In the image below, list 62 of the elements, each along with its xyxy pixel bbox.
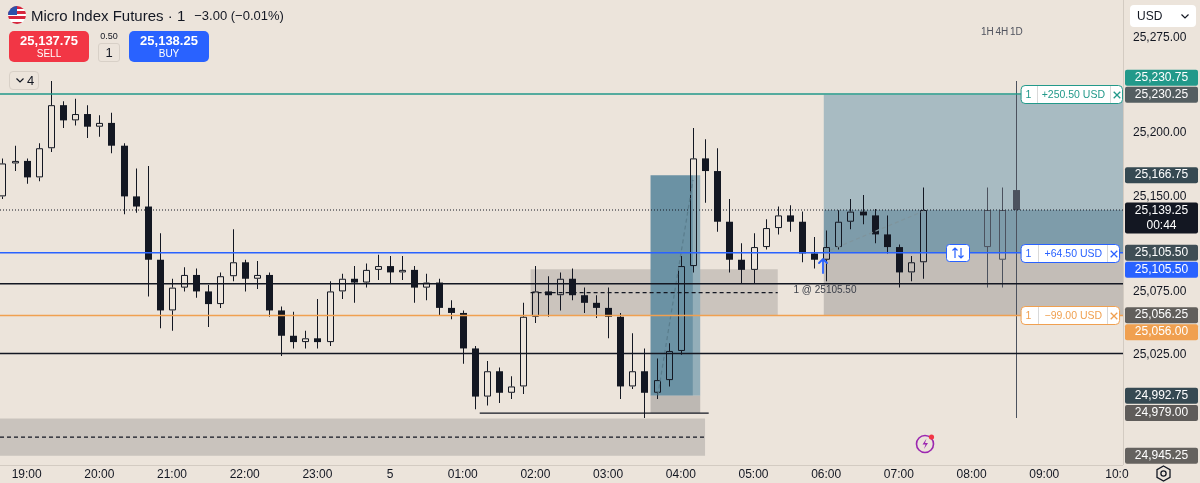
annotation: BUY bbox=[157, 48, 181, 60]
ref-line-label: 25,056.00 bbox=[1134, 324, 1189, 339]
x-tick-label: 21:00 bbox=[157, 466, 188, 481]
annotation: 25,138.25 bbox=[139, 33, 199, 48]
annotation: 1D bbox=[1009, 26, 1023, 38]
candlestick bbox=[96, 115, 103, 137]
annotation: 4 bbox=[27, 73, 35, 88]
ref-line-label: 25,230.75 bbox=[1134, 70, 1189, 85]
candlestick bbox=[763, 219, 770, 250]
y-tick-label: 25,075.00 bbox=[1133, 283, 1187, 298]
y-tick-label: 24,992.75 bbox=[1134, 387, 1189, 402]
annotation: 1 bbox=[1025, 87, 1032, 100]
sell-button: 25,137.75 SELL bbox=[9, 31, 89, 62]
text: −3.00 (−0.01%) bbox=[194, 7, 284, 23]
x-tick-label: 01:00 bbox=[447, 466, 479, 481]
annotation: +64.50 USD bbox=[1044, 246, 1103, 259]
candlestick bbox=[508, 376, 515, 400]
x-tick-label: 03:00 bbox=[593, 466, 624, 481]
y-tick-label: 25,200.00 bbox=[1133, 125, 1187, 140]
annotation: 1 bbox=[1025, 246, 1032, 259]
dropdown-field: USD bbox=[1130, 5, 1196, 27]
candlestick bbox=[48, 81, 55, 153]
annotation: 4H bbox=[995, 26, 1009, 38]
annotation: −99.00 USD bbox=[1044, 308, 1103, 321]
x-tick-label: 09:00 bbox=[1029, 466, 1060, 481]
annotation: 25,137.75 bbox=[19, 33, 79, 48]
annotation: SELL bbox=[35, 48, 63, 60]
y-tick-label: 25,150.00 bbox=[1133, 188, 1187, 203]
annotation: 1 bbox=[105, 45, 113, 60]
buy-button: 25,138.25 BUY bbox=[129, 31, 209, 62]
y-tick-label: 25,056.25 bbox=[1134, 307, 1189, 322]
y-tick-label: 25,275.00 bbox=[1133, 30, 1187, 45]
y-tick-label: 25,230.25 bbox=[1134, 87, 1189, 102]
x-tick-label: 5 bbox=[386, 466, 394, 481]
annotation: 1 bbox=[1025, 308, 1032, 321]
candlestick bbox=[375, 254, 382, 281]
y-tick-label: 24,945.25 bbox=[1134, 448, 1189, 463]
x-tick-label: 06:00 bbox=[811, 466, 842, 481]
annotation: +250.50 USD bbox=[1041, 87, 1106, 100]
x-tick-label: 02:00 bbox=[520, 466, 551, 481]
x-tick-label: 07:00 bbox=[883, 466, 915, 481]
ref-line-label: 25,139.25 00:44 bbox=[1134, 202, 1189, 232]
y-tick-label: 25,025.00 bbox=[1133, 347, 1187, 362]
candlestick bbox=[230, 229, 237, 282]
y-tick-label: 25,166.75 bbox=[1134, 167, 1189, 182]
annotation: 0.50 bbox=[99, 31, 119, 42]
x-tick-label: 04:00 bbox=[665, 466, 697, 481]
y-tick-label: 24,979.00 bbox=[1134, 405, 1189, 420]
chart-title: Micro Index Futures · 1 bbox=[31, 6, 186, 24]
x-tick-label: 05:00 bbox=[738, 466, 769, 481]
y-tick-label: 25,105.50 bbox=[1134, 245, 1189, 260]
x-tick-label: 10:0 bbox=[1105, 466, 1129, 481]
toggle-button: 4 bbox=[9, 71, 39, 90]
x-tick-label: 22:00 bbox=[229, 466, 261, 481]
x-tick-label: 19:00 bbox=[11, 466, 42, 481]
x-tick-label: 23:00 bbox=[302, 466, 333, 481]
x-tick-label: 08:00 bbox=[956, 466, 987, 481]
annotation: 1H bbox=[980, 26, 994, 38]
x-tick-label: 20:00 bbox=[84, 466, 115, 481]
annotation: 1 @ 25105.50 bbox=[793, 283, 857, 295]
candlestick bbox=[314, 299, 321, 349]
quantity-field: 1 bbox=[98, 43, 120, 62]
